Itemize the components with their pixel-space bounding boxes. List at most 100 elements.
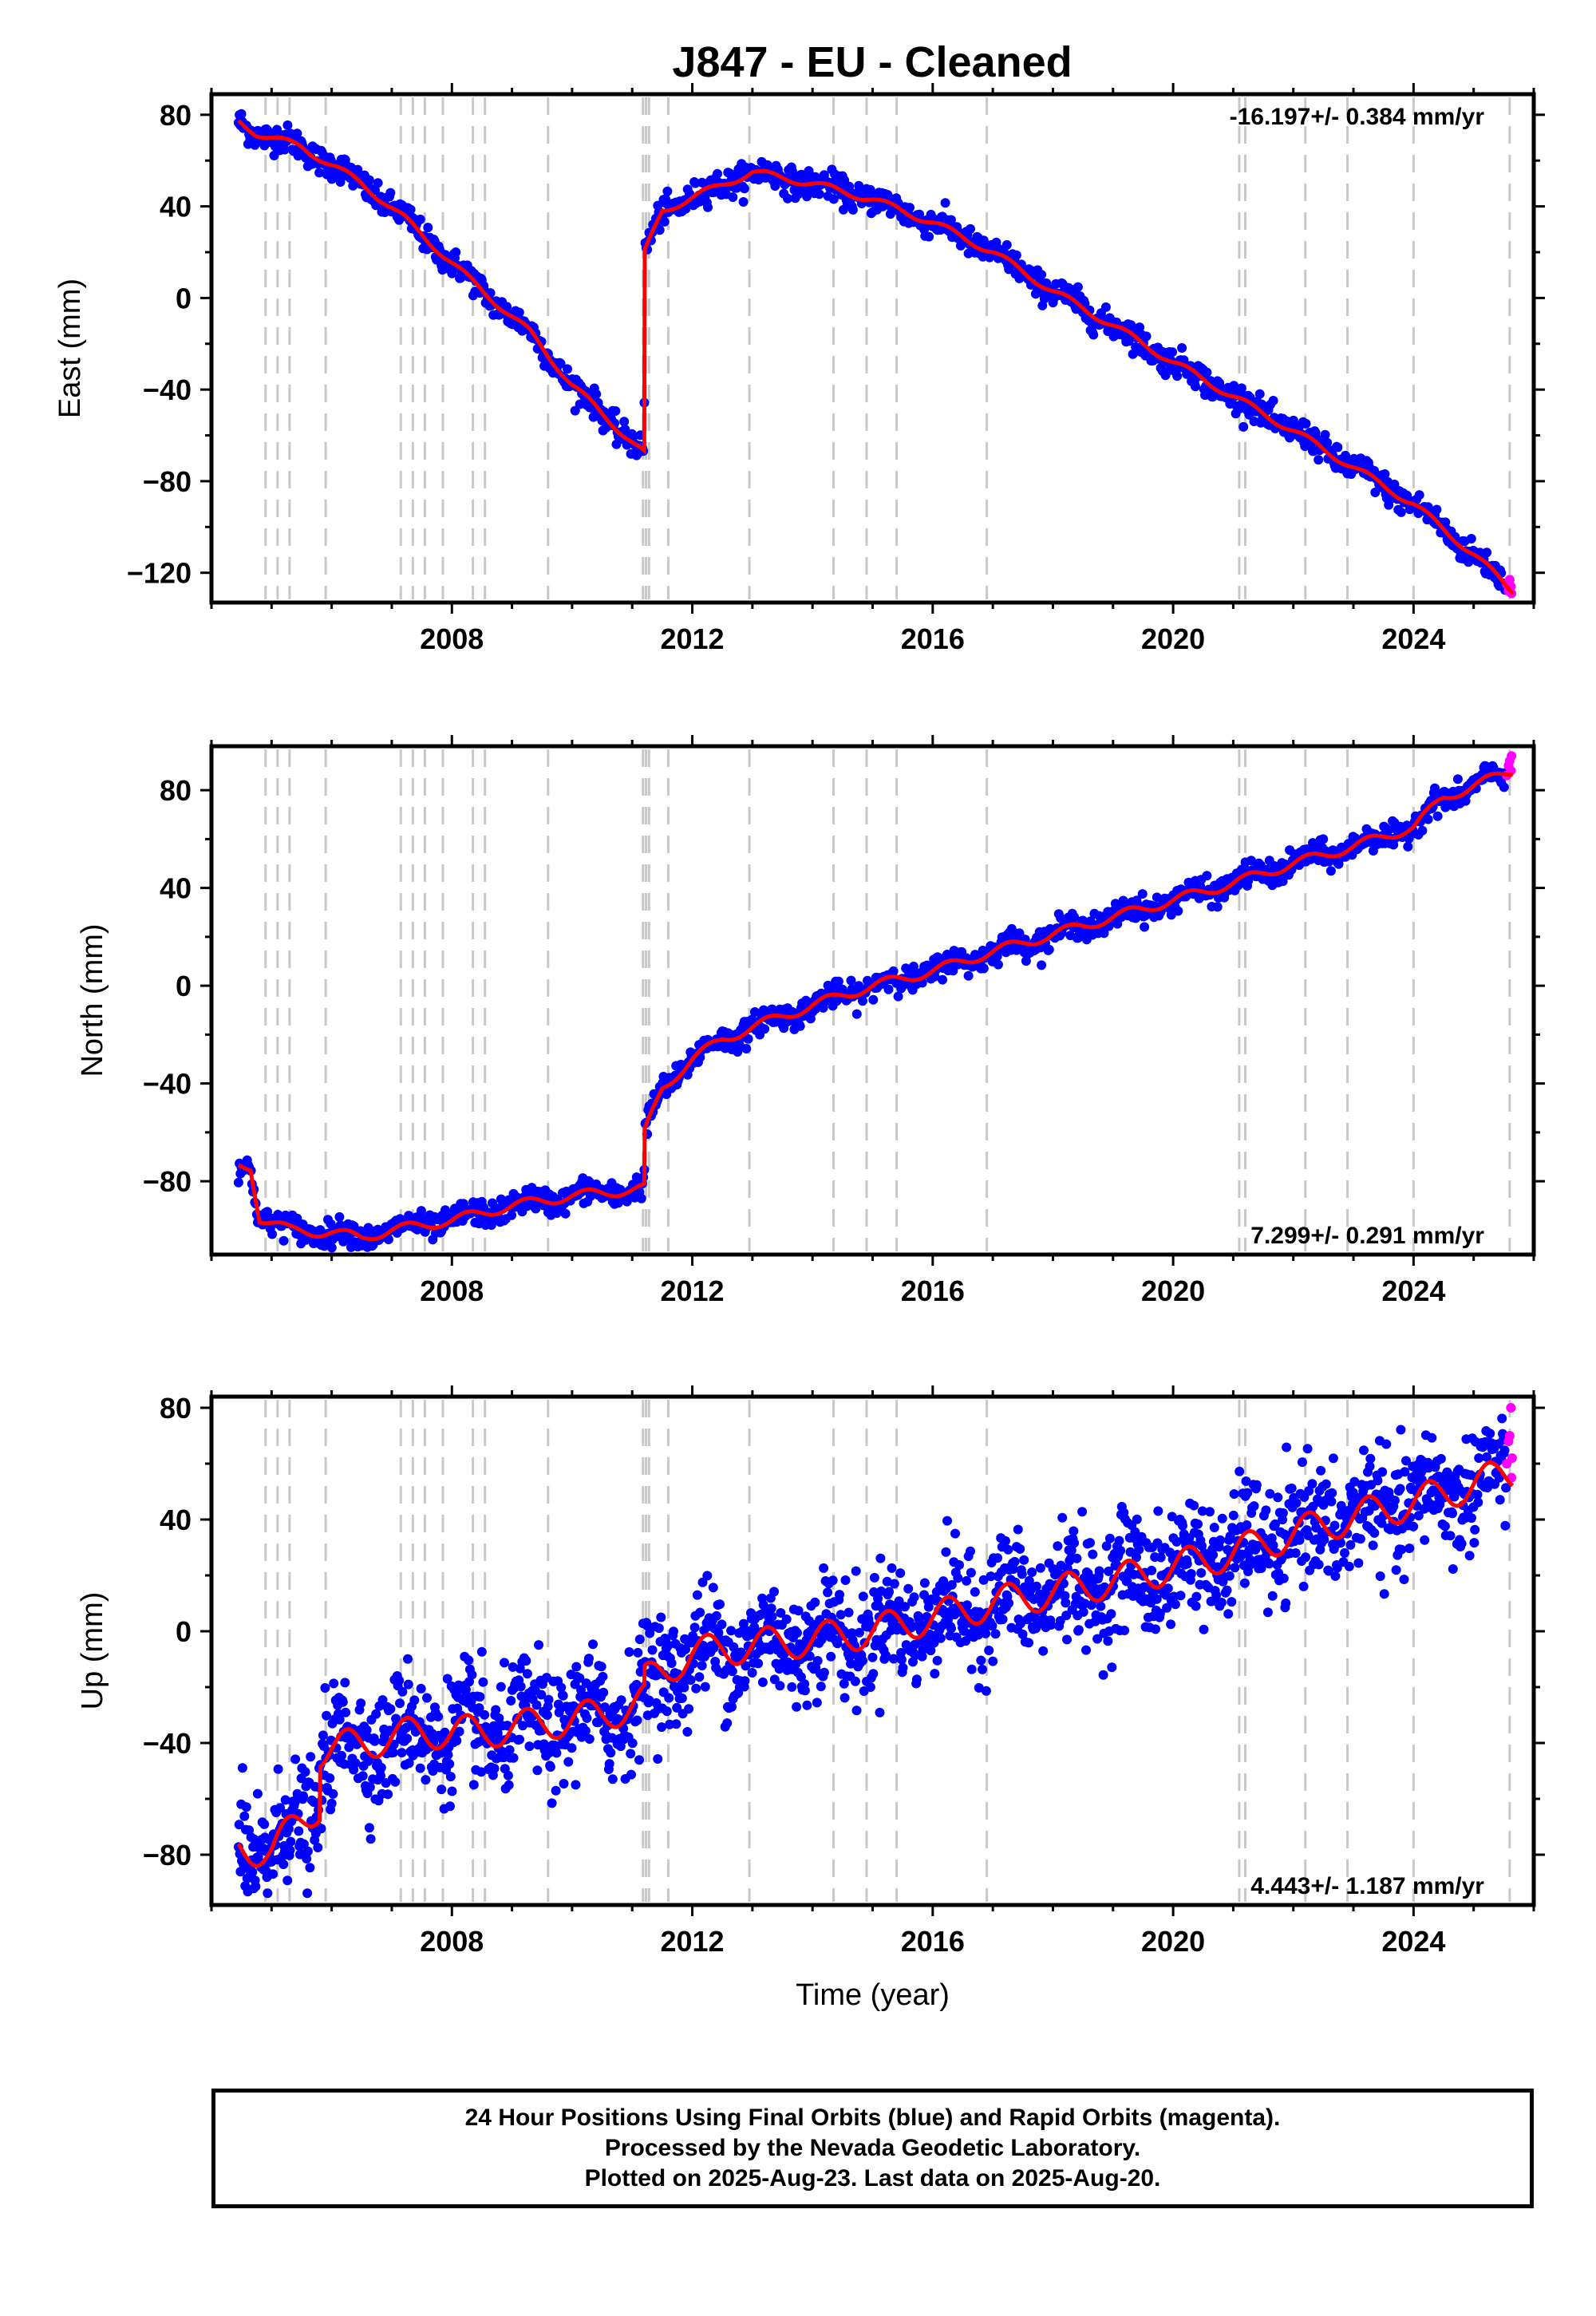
data-point	[365, 1834, 376, 1844]
y-tick-label: −120	[127, 557, 192, 590]
footer-line-3: Plotted on 2025-Aug-23. Last data on 202…	[584, 2165, 1161, 2192]
data-point	[840, 1575, 851, 1585]
data-point	[524, 1741, 535, 1752]
data-point	[329, 1678, 339, 1689]
data-point	[1249, 1501, 1259, 1512]
data-point	[1495, 1495, 1505, 1505]
data-point	[1001, 239, 1012, 250]
data-point	[247, 1867, 258, 1877]
data-point	[1137, 889, 1148, 899]
data-point	[298, 1791, 309, 1801]
data-point	[978, 963, 989, 974]
data-point	[1395, 1484, 1405, 1494]
data-point	[1017, 1569, 1027, 1579]
data-point	[542, 1710, 552, 1720]
x-tick-label: 2008	[420, 622, 484, 655]
data-point	[395, 1698, 405, 1709]
data-point	[1069, 1538, 1080, 1548]
data-point	[1166, 1619, 1176, 1630]
data-point	[405, 204, 416, 215]
data-point	[582, 1713, 592, 1723]
data-point	[338, 1697, 348, 1707]
data-point	[1124, 336, 1134, 346]
data-point	[1500, 1520, 1511, 1531]
equipment-change-lines	[264, 97, 1511, 599]
data-point	[422, 1693, 432, 1703]
data-point	[1365, 1453, 1376, 1464]
data-point	[1009, 1556, 1020, 1567]
data-point	[300, 1767, 310, 1777]
data-point	[1172, 371, 1183, 381]
data-point	[1069, 912, 1080, 922]
data-point	[1368, 1540, 1378, 1551]
x-tick-label: 2016	[901, 1925, 965, 1958]
data-point	[610, 406, 621, 416]
x-tick-label: 2012	[660, 1925, 724, 1958]
data-point	[341, 1707, 351, 1717]
data-point	[767, 1611, 777, 1622]
data-point	[1041, 278, 1052, 288]
data-point	[560, 1208, 571, 1219]
data-point	[966, 1567, 976, 1578]
data-point	[1011, 250, 1021, 260]
model-line	[236, 1460, 1515, 1868]
x-tick-label: 2008	[420, 1925, 484, 1958]
data-point	[1151, 1624, 1160, 1634]
data-point	[1261, 1505, 1271, 1516]
data-point	[571, 1780, 581, 1790]
data-point	[340, 1678, 350, 1688]
data-point	[1314, 455, 1324, 465]
data-point	[1177, 343, 1187, 353]
data-point	[950, 1528, 960, 1539]
data-point	[727, 1666, 737, 1677]
data-point	[1140, 922, 1150, 932]
data-point	[990, 1629, 1001, 1639]
data-point	[626, 1749, 636, 1759]
data-point	[946, 1623, 956, 1634]
y-tick-label: 80	[160, 1392, 192, 1425]
data-point	[1238, 421, 1249, 432]
data-point	[452, 1736, 462, 1746]
data-point	[416, 1683, 426, 1694]
data-point	[1396, 1425, 1406, 1435]
data-point	[1186, 1569, 1196, 1579]
data-point	[320, 1683, 330, 1693]
data-point	[868, 1669, 879, 1679]
rate-label: 7.299+/- 0.291 mm/yr	[1250, 1223, 1484, 1249]
x-axis-label: Time (year)	[796, 1978, 950, 2012]
data-point	[504, 1780, 514, 1790]
data-point	[858, 996, 867, 1006]
data-point	[970, 1587, 980, 1597]
data-point	[506, 1696, 516, 1705]
data-point	[1098, 1670, 1108, 1680]
data-point	[1267, 1591, 1278, 1601]
data-point	[267, 1229, 278, 1239]
data-point	[616, 1695, 626, 1705]
data-point	[369, 1736, 380, 1746]
data-point	[376, 1762, 386, 1773]
data-point	[884, 1587, 895, 1597]
data-point	[1202, 367, 1212, 377]
data-point	[1004, 1598, 1014, 1608]
data-point	[783, 193, 792, 204]
data-point	[325, 1773, 335, 1783]
data-point	[1467, 1513, 1476, 1524]
data-point	[558, 1690, 568, 1701]
data-point	[984, 1646, 994, 1655]
data-point	[847, 204, 858, 215]
data-point	[851, 1009, 862, 1019]
data-point	[833, 976, 843, 986]
data-point	[531, 1203, 541, 1214]
data-point	[966, 1664, 977, 1674]
data-point	[792, 1701, 802, 1712]
data-point	[1327, 1488, 1337, 1498]
data-point	[547, 1798, 557, 1808]
y-tick-label: 40	[160, 1504, 192, 1536]
data-point	[1301, 1552, 1311, 1563]
data-point	[624, 1647, 634, 1657]
data-point	[1100, 302, 1111, 312]
data-point	[334, 1714, 345, 1725]
data-point	[743, 1034, 753, 1044]
data-point	[1420, 1535, 1430, 1545]
data-point	[1134, 1544, 1144, 1555]
